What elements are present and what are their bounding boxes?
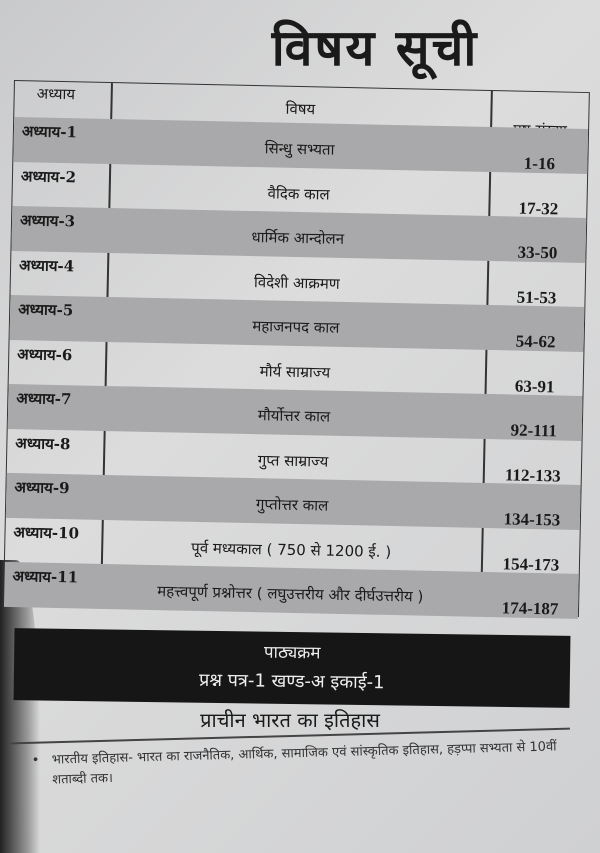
subject-cell: गुप्तोत्तर काल (255, 495, 329, 515)
chapter-cell: अध्याय-2 (20, 166, 77, 186)
syllabus-banner: पाठ्यक्रम प्रश्न पत्र-1 खण्ड-अ इकाई-1 (13, 628, 571, 708)
subject-cell: वैदिक काल (267, 183, 330, 204)
chapter-cell: अध्याय-5 (18, 300, 74, 320)
subject-cell: मौर्योत्तर काल (257, 406, 331, 426)
subject-cell: महत्त्वपूर्ण प्रश्नोत्तर ( लघुउत्तरीय और… (157, 582, 424, 606)
contents-table: अध्याय विषय पृष्ठ संख्या अध्याय-1सिन्धु … (3, 80, 590, 619)
chapter-cell: अध्याय-9 (14, 478, 70, 498)
pages-cell: 174-187 (501, 598, 559, 619)
syllabus-subtitle: प्राचीन भारत का इतिहास (200, 708, 380, 732)
chapter-cell: अध्याय-10 (13, 522, 80, 542)
subject-cell: धार्मिक आन्दोलन (251, 228, 345, 248)
chapter-cell: अध्याय-3 (19, 211, 76, 231)
subject-cell: सिन्धु सभ्यता (264, 139, 335, 159)
chapter-cell: अध्याय-7 (16, 389, 72, 409)
syllabus-bullet: • भारतीय इतिहास- भारत का राजनैतिक, आर्थि… (32, 737, 569, 791)
subject-cell: पूर्व मध्यकाल ( 750 से 1200 ई. ) (191, 538, 392, 561)
bullet-text: भारतीय इतिहास- भारत का राजनैतिक, आर्थिक,… (51, 739, 557, 788)
chapter-cell: अध्याय-1 (21, 122, 78, 142)
subject-cell: मौर्य साम्राज्य (259, 361, 331, 382)
subject-cell: विदेशी आक्रमण (253, 272, 340, 293)
header-chapter: अध्याय (36, 84, 76, 104)
chapter-cell: अध्याय-4 (18, 255, 75, 275)
subject-cell: गुप्त साम्राज्य (257, 450, 329, 471)
syllabus-paper: प्रश्न पत्र-1 खण्ड-अ इकाई-1 (198, 669, 385, 694)
subject-cell: महाजनपद काल (252, 317, 340, 337)
bullet-icon: • (31, 752, 40, 769)
chapter-cell: अध्याय-6 (17, 344, 73, 364)
header-subject: विषय (285, 99, 316, 119)
chapter-cell: अध्याय-8 (15, 433, 71, 453)
page-title: विषय सूची (271, 19, 479, 77)
chapter-cell: अध्याय-11 (12, 567, 79, 587)
